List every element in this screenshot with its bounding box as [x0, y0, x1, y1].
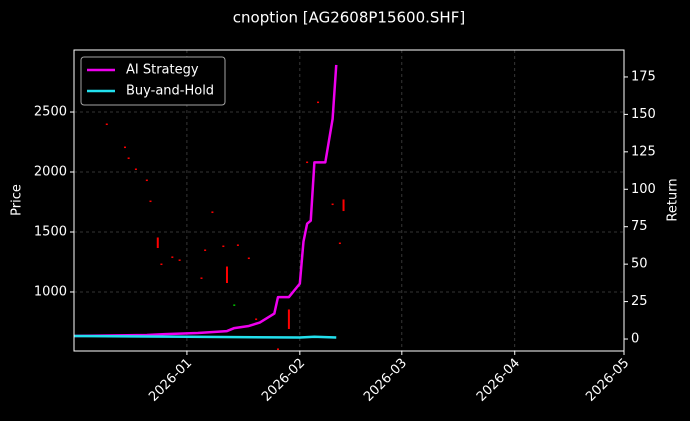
legend-box	[80, 56, 226, 106]
y-tick-label: 1500	[34, 224, 67, 239]
legend-label: Buy-and-Hold	[126, 84, 214, 99]
candle	[233, 304, 236, 306]
candle	[211, 211, 214, 213]
legend-label: AI Strategy	[126, 63, 199, 78]
candle	[134, 168, 137, 171]
y2-tick-label: 25	[631, 294, 648, 309]
y-tick-label: 1000	[34, 284, 67, 299]
candle	[331, 203, 334, 206]
return-line	[73, 334, 337, 339]
y-axis-label: Price	[10, 184, 25, 216]
candle	[236, 244, 239, 246]
y-tick-label: 2500	[34, 105, 67, 120]
x-tick-label: 2026-04	[474, 356, 523, 405]
y2-tick-label: 175	[631, 69, 656, 84]
candle	[317, 101, 320, 104]
candle	[255, 318, 258, 320]
x-tick-label: 2026-03	[361, 356, 410, 405]
candle	[204, 249, 207, 251]
candle	[287, 309, 290, 329]
x-tick-label: 2026-01	[146, 356, 195, 405]
candle	[338, 242, 341, 245]
y2-tick-label: 50	[631, 257, 648, 272]
candle	[127, 157, 130, 159]
candle	[276, 348, 279, 350]
candle	[200, 277, 203, 279]
candle	[306, 161, 309, 164]
candle	[222, 245, 225, 248]
candle	[123, 146, 126, 149]
candle	[225, 266, 228, 284]
y2-tick-label: 150	[631, 107, 656, 122]
candle	[145, 179, 148, 182]
y2-axis-label: Return	[666, 178, 681, 221]
chart-title: cnoption [AG2608P15600.SHF]	[233, 9, 465, 27]
y2-tick-label: 125	[631, 144, 656, 159]
candle	[171, 256, 174, 258]
candle	[160, 263, 163, 266]
candle	[342, 199, 345, 212]
candle	[149, 200, 152, 203]
y2-tick-label: 0	[631, 332, 639, 347]
y2-tick-label: 75	[631, 219, 648, 234]
x-tick-label: 2026-05	[583, 356, 632, 405]
x-tick-label: 2026-02	[259, 356, 308, 405]
candle	[105, 123, 108, 126]
candle	[178, 259, 181, 261]
candle	[156, 237, 159, 248]
y-tick-label: 2000	[34, 165, 67, 180]
plot-frame	[73, 49, 625, 352]
return-line	[73, 64, 338, 338]
candle	[247, 257, 250, 260]
y2-tick-label: 100	[631, 182, 656, 197]
